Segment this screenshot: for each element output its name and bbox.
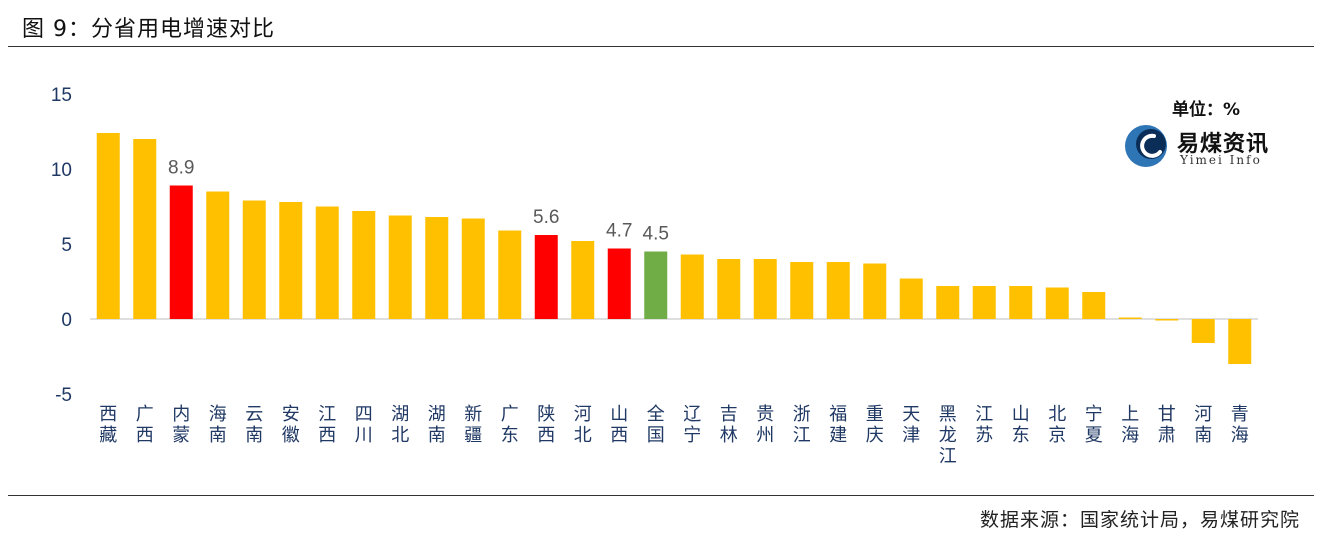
x-tick-label: 宁夏 [1085, 404, 1103, 446]
bar [388, 215, 412, 319]
x-tick-label: 甘肃 [1158, 404, 1176, 446]
x-tick-label: 湖北 [391, 404, 409, 446]
y-tick-label: 15 [51, 85, 72, 106]
x-tick-label: 江苏 [975, 404, 993, 446]
x-tick-label: 安徽 [282, 404, 300, 446]
x-tick-label: 四川 [355, 404, 373, 446]
x-tick-label: 福建 [829, 404, 847, 446]
bar [680, 254, 704, 319]
bar [790, 262, 814, 319]
bar [1228, 319, 1252, 364]
x-tick-label: 河北 [574, 404, 592, 446]
bar [133, 139, 157, 319]
bar [1191, 319, 1215, 343]
bar [352, 211, 376, 319]
bar [498, 230, 522, 319]
bar [1009, 286, 1033, 319]
data-label: 4.5 [643, 224, 669, 245]
x-tick-label: 江西 [318, 404, 336, 446]
bar [1118, 317, 1142, 319]
x-tick-label: 吉林 [720, 404, 738, 446]
bar [425, 217, 449, 319]
x-tick-label: 西藏 [99, 404, 117, 446]
bar [717, 259, 741, 319]
bar [315, 206, 339, 319]
bar [753, 259, 777, 319]
x-tick-label: 贵州 [756, 404, 774, 446]
y-tick-label: 5 [61, 235, 72, 256]
bar [1045, 287, 1069, 319]
x-tick-label: 云南 [245, 404, 263, 446]
bar [863, 263, 887, 319]
x-tick-label: 山西 [610, 404, 628, 446]
bar [242, 200, 266, 319]
bar [936, 286, 960, 319]
x-tick-label: 黑龙江 [939, 404, 957, 467]
x-tick-label: 湖南 [428, 404, 446, 446]
top-divider [8, 46, 1314, 47]
logo-name-en: Yimei Info [1180, 153, 1262, 167]
data-label: 4.7 [606, 221, 632, 242]
bar [96, 133, 120, 319]
logo-name-cn: 易煤资讯 [1177, 132, 1270, 157]
yimei-logo-icon [1125, 125, 1167, 167]
bar [206, 191, 230, 319]
x-tick-label: 重庆 [866, 404, 884, 446]
x-tick-label: 广西 [136, 404, 154, 446]
y-tick-label: 0 [61, 310, 72, 331]
x-tick-label: 山东 [1012, 404, 1030, 446]
x-tick-label: 全国 [647, 404, 665, 446]
x-tick-label: 广东 [501, 404, 519, 446]
x-tick-label: 辽宁 [683, 404, 701, 446]
x-tick-label: 天津 [902, 404, 920, 446]
bar [534, 235, 558, 319]
x-tick-label: 上海 [1121, 404, 1139, 446]
bar [279, 202, 303, 319]
figure-title: 图 9：分省用电增速对比 [22, 17, 275, 42]
bar [644, 251, 668, 319]
y-tick-label: 10 [51, 160, 72, 181]
bar [972, 286, 996, 319]
y-tick-label: -5 [55, 385, 72, 406]
x-tick-label: 青海 [1231, 404, 1249, 446]
unit-label: 单位：% [1172, 100, 1241, 120]
x-tick-label: 北京 [1048, 404, 1066, 446]
x-tick-label: 陕西 [537, 404, 555, 446]
bar [899, 278, 923, 319]
data-label: 8.9 [168, 158, 194, 179]
bar [461, 218, 485, 319]
x-tick-label: 新疆 [464, 404, 482, 446]
bar [607, 248, 631, 319]
bar [1082, 292, 1106, 319]
bar [826, 262, 850, 319]
x-tick-label: 内蒙 [172, 404, 190, 446]
bottom-divider [8, 495, 1314, 496]
bar [169, 185, 193, 319]
x-tick-label: 河南 [1194, 404, 1212, 446]
bar [1155, 319, 1179, 321]
data-source-note: 数据来源：国家统计局，易煤研究院 [979, 509, 1300, 531]
x-tick-label: 海南 [209, 404, 227, 446]
bar [571, 241, 595, 319]
data-label: 5.6 [533, 207, 559, 228]
x-tick-label: 浙江 [793, 404, 811, 446]
